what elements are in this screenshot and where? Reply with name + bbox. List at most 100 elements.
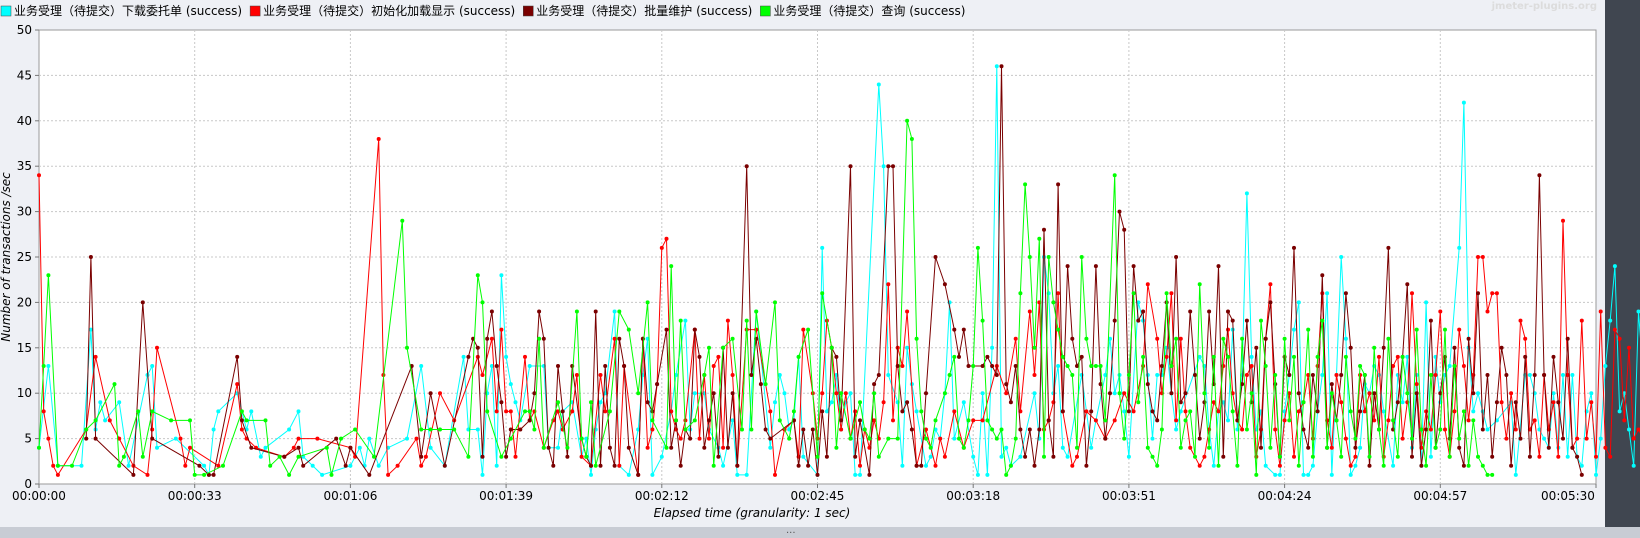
data-point [1584,436,1589,441]
data-point [1042,227,1046,232]
data-point [489,364,494,368]
data-point [721,445,726,450]
data-point [858,463,862,468]
data-point [815,454,820,459]
data-point [1103,373,1108,377]
data-point [1381,409,1386,414]
data-point [711,463,716,468]
data-point [1079,354,1084,359]
data-point [612,463,617,468]
data-point [1310,373,1315,377]
data-point [1410,436,1414,441]
data-point [697,354,702,359]
data-point [1075,454,1079,459]
data-point [1603,445,1608,450]
data-point [442,463,447,468]
data-point [1112,173,1117,178]
data-point [1594,472,1598,477]
data-point [768,409,773,414]
data-point [1197,436,1202,441]
data-point [136,409,141,414]
data-point [659,454,664,459]
y-tick-label: 10 [17,386,32,400]
data-point [1452,409,1457,414]
data-point [1457,445,1462,450]
data-point [1056,291,1061,296]
data-point [777,373,782,377]
data-point [1301,400,1306,405]
data-point [1570,445,1575,450]
data-point [1471,409,1476,414]
data-point [626,472,631,477]
data-point [1042,255,1046,259]
data-point [1339,255,1344,259]
data-point [1093,364,1098,368]
data-point [824,409,829,414]
data-point [1056,364,1061,368]
data-point [810,427,815,432]
data-point [1513,400,1518,405]
data-point [1164,291,1169,296]
data-point [763,382,768,387]
data-point [669,445,674,450]
data-point [1414,327,1419,332]
data-point [508,382,513,387]
data-point [824,454,829,459]
data-point [527,364,532,368]
data-point [428,445,433,450]
data-point [980,318,985,323]
data-point [815,472,820,477]
data-point [1556,400,1561,405]
data-point [1277,463,1282,468]
data-point [744,164,749,169]
legend-swatch [0,5,12,17]
data-point [1447,454,1452,459]
data-point [249,409,254,414]
data-point [1461,364,1466,368]
data-point [556,364,560,368]
data-point [1178,336,1183,341]
data-point [1372,391,1377,396]
data-point [235,382,240,387]
data-point [957,354,961,359]
data-point [489,336,494,341]
data-point [735,472,740,477]
y-tick-label: 50 [17,23,32,37]
data-point [1268,445,1273,450]
data-point [612,336,617,341]
data-point [574,309,579,314]
data-point [1504,373,1509,377]
data-point [263,418,268,423]
data-point [1226,354,1230,359]
data-point [1537,427,1542,432]
data-point [494,409,499,414]
data-point [1565,336,1570,341]
data-point [1098,364,1103,368]
data-point [645,300,650,305]
data-point [1150,454,1155,459]
data-point [1334,418,1339,423]
data-point [858,472,862,477]
data-point [730,336,735,341]
data-point [1065,454,1070,459]
data-point [1485,427,1490,432]
data-point [1438,391,1443,396]
bottom-resize-bar[interactable] [0,527,1640,538]
resize-handle-dots[interactable]: ··· [786,528,796,538]
data-point [721,463,726,468]
data-point [589,472,593,477]
data-point [88,255,93,259]
series-4 [37,118,1495,477]
data-point [357,445,362,450]
data-point [1093,418,1098,423]
data-point [1122,436,1127,441]
data-point [211,472,216,477]
data-point [1235,463,1240,468]
data-point [541,445,546,450]
data-point [1636,309,1640,314]
data-point [1348,463,1353,468]
data-point [1122,391,1127,396]
data-point [1405,282,1410,287]
data-point [1353,436,1358,441]
data-point [773,300,777,305]
